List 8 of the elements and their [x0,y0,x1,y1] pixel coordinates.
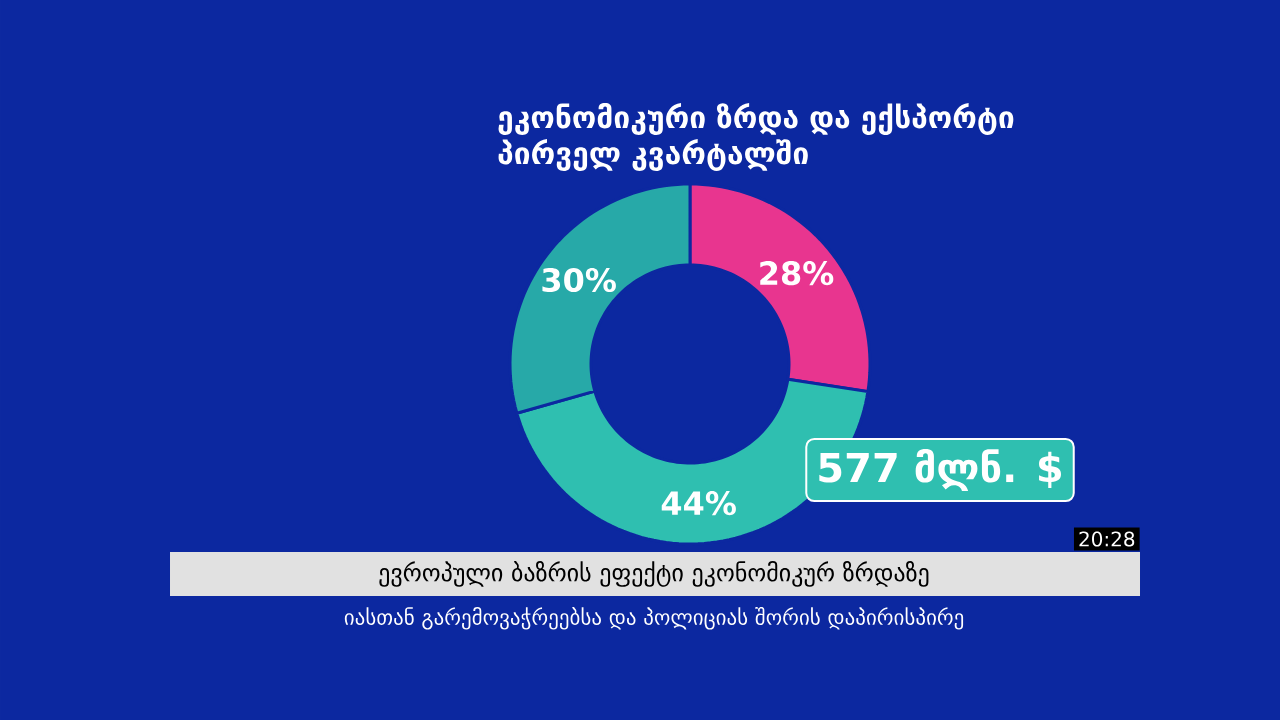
data-label: 44% [661,491,736,516]
text: 20:28 [1079,531,1135,547]
text: ევროპული ბაზრის ეფექტი ეკონომიკურ ზრდაზე [379,561,929,587]
chart-title: ეკონომიკური ზრდა და ექსპორტი პირველ კვარტალში [498,103,1014,171]
text: 577 მლნ. $ [819,448,1061,492]
data-label: 30% [542,267,616,293]
data-label: 28% [760,261,834,286]
text: იასთან გარემოვაჭრეებსა და პოლიციას შორის დაპირისპირე [344,607,964,630]
